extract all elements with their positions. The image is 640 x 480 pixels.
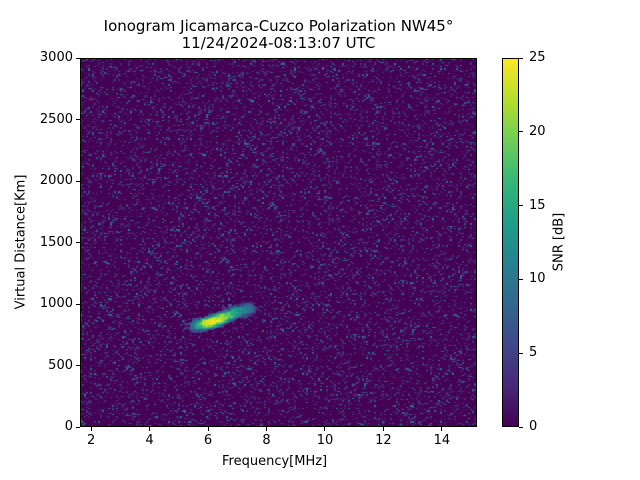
colorbar [502, 58, 519, 427]
y-tick-label: 2000 [39, 173, 73, 188]
y-tick [76, 426, 80, 428]
x-tick [207, 427, 209, 431]
y-tick [76, 242, 80, 243]
colorbar-tick [519, 352, 523, 354]
colorbar-tick-label: 20 [529, 123, 546, 139]
x-tick-label: 12 [375, 433, 392, 448]
colorbar-tick [519, 426, 523, 428]
colorbar-tick-label: 15 [529, 197, 546, 213]
x-tick [382, 427, 384, 431]
x-axis-label: Frequency[MHz] [222, 454, 328, 469]
y-tick [76, 365, 80, 366]
colorbar-tick [519, 278, 523, 280]
x-tick-label: 2 [86, 433, 96, 448]
x-tick-label: 10 [316, 433, 334, 448]
heatmap-image [80, 58, 477, 427]
y-tick [76, 303, 80, 305]
x-tick-label: 6 [203, 433, 213, 448]
x-tick-label: 8 [262, 433, 271, 448]
x-tick [324, 427, 326, 431]
y-tick [76, 57, 80, 59]
x-tick [441, 427, 443, 431]
colorbar-tick-label: 25 [529, 50, 546, 65]
y-tick-label: 500 [48, 357, 73, 373]
colorbar-tick [519, 57, 523, 59]
x-tick [266, 427, 267, 431]
x-tick-label: 14 [433, 433, 451, 448]
x-tick [149, 427, 151, 431]
colorbar-tick [519, 205, 523, 207]
chart-title: Ionogram Jicamarca-Cuzco Polarization NW… [103, 17, 454, 35]
plot-area [80, 58, 477, 427]
y-tick-label: 1000 [39, 296, 73, 311]
colorbar-tick-label: 10 [529, 271, 546, 287]
y-axis-label: Virtual Distance[Km] [13, 174, 29, 310]
colorbar-tick-label: 0 [529, 419, 538, 434]
y-tick-label: 1500 [39, 234, 73, 250]
y-tick [76, 180, 80, 182]
y-tick-label: 2500 [39, 111, 73, 127]
chart-subtitle: 11/24/2024-08:13:07 UTC [181, 34, 376, 52]
colorbar-tick-label: 5 [529, 345, 538, 361]
y-tick-label: 0 [64, 419, 73, 434]
y-tick-label: 3000 [39, 50, 73, 65]
colorbar-label: SNR [dB] [551, 212, 567, 272]
y-tick [76, 119, 80, 120]
x-tick-label: 4 [145, 433, 154, 448]
x-tick [90, 427, 92, 431]
colorbar-tick [519, 131, 523, 133]
